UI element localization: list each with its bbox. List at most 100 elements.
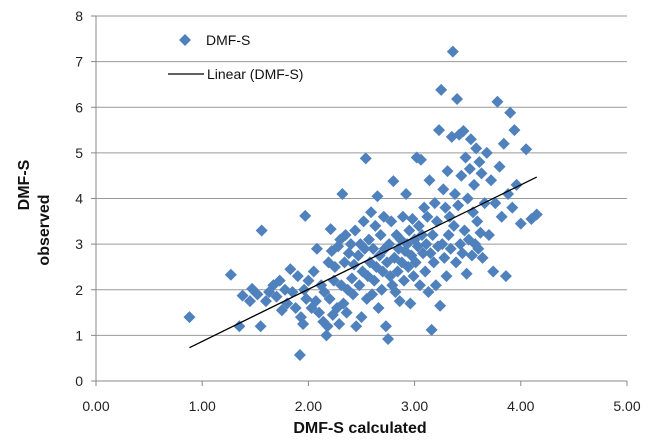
y-tick-label-4: 4 xyxy=(75,191,83,207)
data-point xyxy=(255,224,268,237)
trendline-linear xyxy=(189,176,538,349)
data-point xyxy=(412,219,425,232)
legend-marker-dmf-s xyxy=(179,34,191,46)
data-point xyxy=(530,208,543,221)
data-point xyxy=(374,229,387,241)
data-point xyxy=(371,190,384,203)
data-point xyxy=(418,201,431,214)
trendline xyxy=(189,176,538,349)
data-point xyxy=(520,143,533,156)
data-point xyxy=(300,292,313,305)
data-point xyxy=(349,224,362,237)
data-point xyxy=(452,199,465,212)
data-point xyxy=(307,265,320,278)
data-point xyxy=(233,320,246,333)
data-point xyxy=(340,306,353,319)
x-tick-label-4: 4.00 xyxy=(507,398,534,414)
data-point xyxy=(489,197,502,210)
data-point xyxy=(387,175,400,188)
data-point xyxy=(468,178,481,191)
x-tick-label-3: 3.00 xyxy=(401,398,428,414)
data-point xyxy=(273,274,286,287)
y-tick-label-6: 6 xyxy=(75,99,83,115)
data-point xyxy=(440,270,453,283)
data-point xyxy=(472,242,485,255)
data-point xyxy=(259,295,272,308)
data-point xyxy=(474,226,487,239)
data-point xyxy=(385,215,398,228)
data-point xyxy=(407,270,420,283)
y-tick-label-0: 0 xyxy=(75,373,83,389)
data-point xyxy=(367,242,380,255)
x-tick-label-0: 0.00 xyxy=(82,398,109,414)
data-point xyxy=(284,263,297,276)
legend-label-linear: Linear (DMF-S) xyxy=(207,66,303,82)
y-tick-label-8: 8 xyxy=(75,8,83,24)
data-point xyxy=(389,286,402,299)
data-point xyxy=(480,146,493,159)
data-point xyxy=(502,187,515,200)
data-point xyxy=(475,167,488,180)
data-point xyxy=(246,282,259,295)
data-point xyxy=(344,238,357,251)
data-point xyxy=(379,320,392,333)
data-point xyxy=(357,215,370,228)
data-point xyxy=(353,279,366,292)
y-tick-label-5: 5 xyxy=(75,145,83,161)
data-point xyxy=(429,279,442,292)
data-point xyxy=(424,247,437,260)
data-point xyxy=(447,219,460,232)
data-point xyxy=(451,93,464,106)
data-point xyxy=(457,124,470,137)
data-point xyxy=(302,274,315,287)
data-point xyxy=(289,302,302,314)
data-point xyxy=(455,169,468,182)
data-point xyxy=(454,238,467,251)
data-point xyxy=(514,217,527,230)
y-tick-labels: 0 1 2 3 4 5 6 7 8 xyxy=(75,8,83,389)
data-point xyxy=(352,249,365,262)
data-point xyxy=(224,268,237,281)
data-point xyxy=(183,311,196,324)
data-point xyxy=(383,238,396,251)
y-tick-label-2: 2 xyxy=(75,282,83,298)
data-point xyxy=(456,247,469,260)
data-point xyxy=(382,333,395,346)
data-point xyxy=(293,348,306,361)
data-point xyxy=(425,323,438,336)
data-point xyxy=(236,289,249,302)
data-point xyxy=(444,242,457,255)
y-axis-title-line-2: observed xyxy=(36,194,53,265)
data-point xyxy=(465,249,478,262)
data-point xyxy=(506,201,519,214)
data-point xyxy=(441,165,454,178)
data-point xyxy=(411,240,424,253)
data-point xyxy=(487,265,500,278)
data-point xyxy=(448,187,461,200)
data-point xyxy=(397,274,410,287)
data-point xyxy=(459,151,472,164)
x-tick-label-2: 2.00 xyxy=(295,398,322,414)
data-point xyxy=(321,320,334,333)
data-point xyxy=(310,242,323,255)
data-point xyxy=(435,83,448,96)
data-point xyxy=(345,272,358,285)
data-point xyxy=(291,270,304,283)
data-point xyxy=(499,270,512,283)
data-point xyxy=(355,311,368,324)
data-point xyxy=(434,299,447,312)
data-point xyxy=(328,260,341,273)
data-point xyxy=(404,297,417,310)
y-axis-title-line-1: DMF-S xyxy=(16,159,33,210)
legend-label-dmf-s: DMF-S xyxy=(206,32,250,48)
data-point xyxy=(442,229,455,241)
data-point xyxy=(391,265,404,278)
data-point xyxy=(409,256,422,269)
axes xyxy=(91,15,628,386)
y-tick-label-7: 7 xyxy=(75,54,83,70)
data-point xyxy=(508,124,521,137)
data-point xyxy=(323,292,336,305)
data-point xyxy=(491,95,504,108)
x-tick-label-5: 5.00 xyxy=(613,398,640,414)
data-point xyxy=(497,137,510,150)
